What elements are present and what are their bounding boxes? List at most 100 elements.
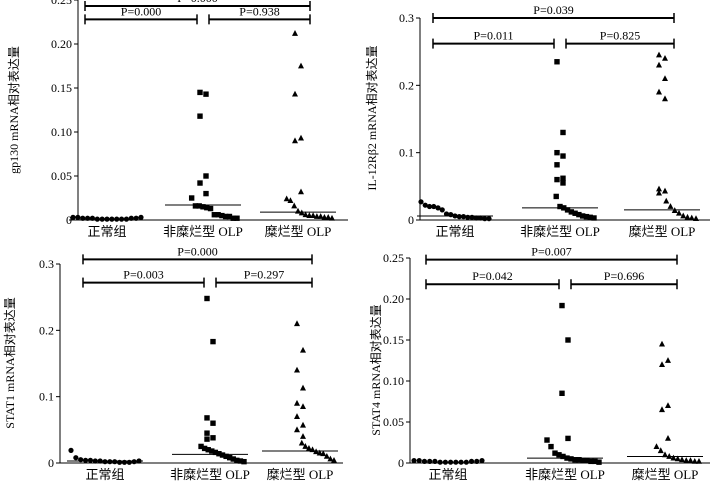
y-tick-label: 0.1 (39, 390, 54, 404)
data-point-triangle (656, 189, 662, 196)
data-point-square (587, 214, 593, 221)
data-point-circle (418, 199, 424, 205)
data-point-triangle (684, 213, 691, 220)
data-point-square (560, 180, 566, 186)
data-point-circle (411, 457, 417, 464)
p-value-label: P=0.000 (121, 4, 161, 18)
data-point-square (548, 443, 554, 450)
data-point-square (560, 175, 566, 181)
data-point-triangle (320, 450, 327, 457)
x-category-label: 糜烂型 OLP (265, 224, 332, 239)
data-point-circle (82, 457, 89, 463)
data-point-square (212, 449, 219, 456)
data-point-square (197, 89, 203, 96)
p-value-label: P=0.000 (177, 0, 217, 5)
data-point-square (219, 212, 225, 219)
data-point-square (554, 162, 560, 168)
series-2 (172, 295, 248, 465)
data-point-triangle (653, 443, 660, 449)
data-point-triangle (680, 212, 687, 219)
data-point-square (196, 203, 202, 209)
y-axis-label: gp130 mRNA相对表达量 (7, 46, 21, 174)
y-axis-label: STAT4 mRNA相对表达量 (369, 304, 383, 435)
data-point-circle (87, 457, 94, 463)
x-category-label: 正常组 (87, 224, 126, 239)
x-category-label: 糜烂型 OLP (267, 467, 334, 482)
data-point-triangle (656, 185, 662, 192)
data-point-circle (439, 207, 445, 213)
data-point-square (201, 445, 208, 452)
data-point-square (234, 215, 240, 221)
data-point-circle (114, 216, 120, 222)
data-point-square (226, 454, 233, 461)
y-tick-label: 0.15 (51, 81, 72, 95)
data-point-square (200, 204, 206, 210)
data-point-triangle (300, 421, 306, 428)
data-point-square (588, 458, 594, 465)
data-point-square (544, 437, 550, 443)
x-category-label: 正常组 (85, 467, 124, 482)
p-value-label: P=0.007 (531, 245, 571, 259)
data-point-square (580, 457, 586, 464)
data-point-square (205, 447, 211, 453)
data-point-square (592, 458, 598, 465)
data-point-circle (473, 215, 479, 221)
p-value-label: P=0.000 (177, 244, 217, 258)
data-point-triangle (306, 212, 313, 218)
y-tick-label: 0.05 (383, 415, 404, 429)
data-point-circle (435, 205, 441, 211)
data-point-triangle (691, 457, 698, 464)
significance-bracket: P=0.825 (565, 29, 675, 49)
data-point-triangle (327, 455, 334, 462)
data-point-circle (448, 459, 454, 465)
data-point-triangle (688, 214, 695, 221)
data-point-triangle (662, 187, 668, 194)
y-tick-label: 0.20 (51, 37, 72, 51)
y-tick-label: 0.2 (399, 78, 414, 92)
data-point-square (572, 457, 578, 463)
significance-bracket: P=0.938 (208, 4, 311, 25)
data-point-square (568, 209, 575, 215)
data-point-triangle (294, 426, 300, 433)
y-tick-label: 0.3 (399, 11, 414, 25)
data-point-circle (416, 457, 422, 464)
data-point-triangle (662, 75, 668, 81)
data-point-triangle (294, 366, 300, 373)
data-point-triangle (283, 195, 290, 202)
data-point-square (576, 211, 582, 218)
p-value-label: P=0.003 (123, 268, 163, 282)
data-point-circle (131, 459, 137, 465)
y-axis-label: IL-12Rβ2 mRNA相对表达量 (365, 45, 379, 190)
data-point-triangle (294, 320, 300, 327)
series-2 (522, 59, 598, 221)
data-point-square (210, 435, 216, 441)
data-point-square (564, 207, 571, 213)
panel-1: 00.050.100.150.200.25gp130 mRNA相对表达量正常组非… (7, 0, 348, 239)
y-tick-label: 0 (408, 213, 414, 227)
data-point-square (584, 457, 590, 464)
data-point-square (197, 113, 203, 119)
significance-bracket: P=0.011 (432, 29, 555, 49)
data-point-triangle (325, 213, 332, 220)
data-point-circle (426, 203, 433, 210)
data-point-circle (442, 459, 448, 465)
series-3 (260, 30, 336, 221)
p-value-label: P=0.042 (472, 269, 512, 283)
data-point-square (204, 415, 210, 421)
data-point-square (565, 337, 571, 343)
data-point-triangle (300, 403, 306, 410)
data-point-circle (458, 459, 464, 465)
data-point-circle (112, 459, 118, 465)
data-point-square (583, 213, 590, 220)
data-point-square (554, 149, 560, 156)
y-tick-label: 0.1 (399, 146, 414, 160)
data-point-square (222, 213, 229, 220)
significance-bracket: P=0.039 (432, 3, 675, 23)
data-point-triangle (670, 454, 677, 461)
data-point-triangle (310, 212, 317, 218)
data-point-triangle (300, 346, 306, 353)
x-category-label: 非糜烂型 OLP (163, 224, 243, 239)
